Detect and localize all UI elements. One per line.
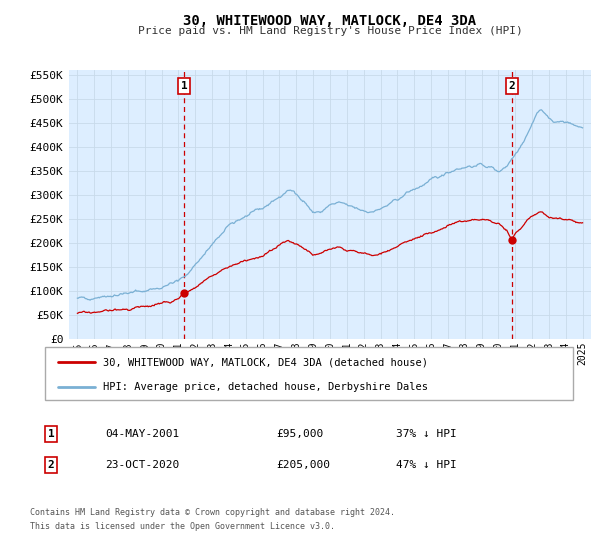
Text: 30, WHITEWOOD WAY, MATLOCK, DE4 3DA: 30, WHITEWOOD WAY, MATLOCK, DE4 3DA bbox=[184, 14, 476, 28]
Text: 1: 1 bbox=[47, 429, 55, 439]
Text: £205,000: £205,000 bbox=[276, 460, 330, 470]
Text: 2: 2 bbox=[508, 81, 515, 91]
Text: Contains HM Land Registry data © Crown copyright and database right 2024.: Contains HM Land Registry data © Crown c… bbox=[30, 508, 395, 517]
Text: 30, WHITEWOOD WAY, MATLOCK, DE4 3DA (detached house): 30, WHITEWOOD WAY, MATLOCK, DE4 3DA (det… bbox=[103, 357, 428, 367]
Text: Price paid vs. HM Land Registry's House Price Index (HPI): Price paid vs. HM Land Registry's House … bbox=[137, 26, 523, 36]
Text: 1: 1 bbox=[181, 81, 188, 91]
Text: 23-OCT-2020: 23-OCT-2020 bbox=[105, 460, 179, 470]
Text: 2: 2 bbox=[47, 460, 55, 470]
Text: 37% ↓ HPI: 37% ↓ HPI bbox=[396, 429, 457, 439]
Text: 47% ↓ HPI: 47% ↓ HPI bbox=[396, 460, 457, 470]
Text: This data is licensed under the Open Government Licence v3.0.: This data is licensed under the Open Gov… bbox=[30, 522, 335, 531]
Text: £95,000: £95,000 bbox=[276, 429, 323, 439]
Text: 04-MAY-2001: 04-MAY-2001 bbox=[105, 429, 179, 439]
Text: HPI: Average price, detached house, Derbyshire Dales: HPI: Average price, detached house, Derb… bbox=[103, 381, 428, 391]
